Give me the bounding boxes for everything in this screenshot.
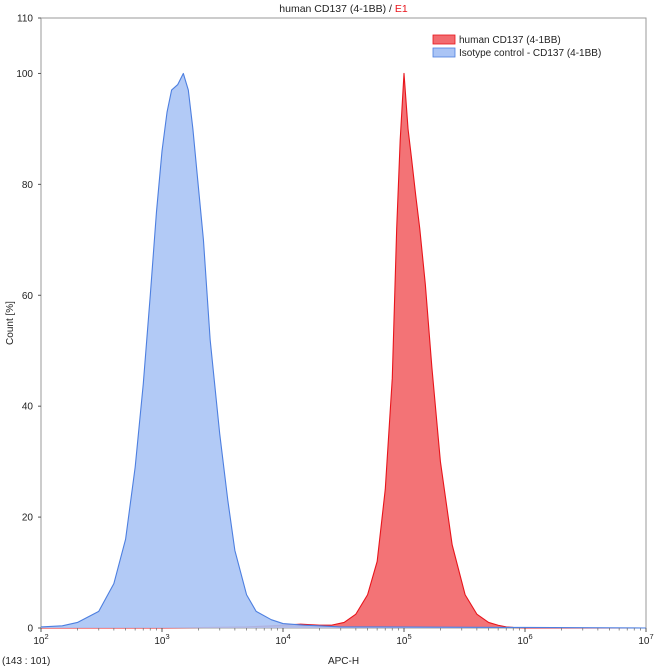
legend-label: human CD137 (4-1BB) bbox=[459, 35, 561, 46]
y-tick-label: 60 bbox=[22, 291, 34, 302]
y-axis-label: Count [%] bbox=[5, 301, 16, 345]
x-tick-label: 104 bbox=[275, 632, 290, 647]
x-tick-label: 106 bbox=[517, 632, 532, 647]
series-line bbox=[41, 72, 646, 629]
y-tick-label: 20 bbox=[22, 513, 34, 524]
y-tick-label: 40 bbox=[22, 402, 34, 413]
series-area bbox=[41, 73, 646, 628]
x-tick-label: 103 bbox=[154, 632, 169, 647]
legend-item: Isotype control - CD137 (4-1BB) bbox=[432, 47, 601, 59]
y-tick-label: 100 bbox=[16, 69, 33, 80]
chart-title: human CD137 (4-1BB) / E1 bbox=[279, 3, 408, 15]
x-tick-label: 102 bbox=[33, 632, 48, 647]
chart-title-main: human CD137 (4-1BB) bbox=[279, 3, 386, 15]
legend-label: Isotype control - CD137 (4-1BB) bbox=[459, 48, 601, 59]
coordinate-readout: (143 : 101) bbox=[2, 656, 50, 667]
series-layer bbox=[40, 72, 647, 629]
y-tick-label: 110 bbox=[17, 14, 33, 25]
y-tick-label: 80 bbox=[22, 180, 34, 191]
chart-title-suffix: E1 bbox=[395, 3, 408, 15]
y-tick-label: 0 bbox=[27, 624, 33, 635]
x-tick-label: 105 bbox=[396, 632, 411, 647]
legend-swatch bbox=[432, 34, 456, 45]
x-tick-label: 107 bbox=[638, 632, 653, 647]
x-axis-label: APC-H bbox=[328, 656, 359, 667]
legend-item: human CD137 (4-1BB) bbox=[432, 34, 561, 46]
chart-title-separator: / bbox=[386, 3, 395, 15]
series-line bbox=[40, 72, 647, 629]
series-cd137 bbox=[41, 72, 646, 629]
legend-swatch bbox=[432, 47, 456, 58]
legend: human CD137 (4-1BB) Isotype control - CD1… bbox=[432, 34, 601, 59]
axis-layer: 0 20 40 60 80 100 110 102 103 104 105 106 107 bbox=[16, 14, 653, 648]
series-isotype-control bbox=[40, 72, 647, 629]
